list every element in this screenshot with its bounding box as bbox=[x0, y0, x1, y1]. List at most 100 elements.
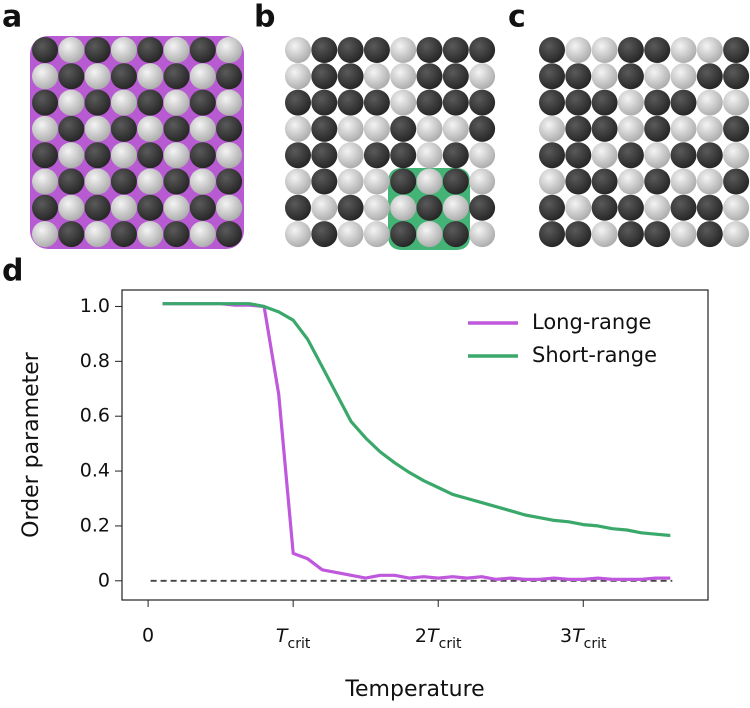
atom bbox=[137, 142, 164, 169]
atom bbox=[163, 63, 190, 90]
atom bbox=[84, 63, 111, 90]
atom bbox=[216, 63, 243, 90]
atom bbox=[58, 89, 85, 116]
atom bbox=[32, 89, 58, 116]
atom bbox=[189, 221, 216, 248]
atom bbox=[285, 115, 311, 142]
atom bbox=[285, 168, 311, 195]
atom bbox=[84, 142, 111, 169]
atom bbox=[469, 194, 496, 221]
atom bbox=[442, 63, 469, 90]
atom bbox=[363, 63, 390, 90]
atom bbox=[723, 142, 750, 169]
atom bbox=[644, 63, 671, 90]
atom bbox=[311, 115, 338, 142]
atom bbox=[337, 63, 364, 90]
x-axis-label: Temperature bbox=[344, 677, 484, 702]
atom bbox=[539, 63, 565, 90]
atom bbox=[216, 37, 243, 63]
panel-label: d bbox=[2, 254, 23, 289]
atom bbox=[469, 115, 496, 142]
atom bbox=[137, 194, 164, 221]
panel-label: a bbox=[2, 0, 22, 35]
atom bbox=[189, 89, 216, 116]
atom bbox=[442, 142, 469, 169]
atom bbox=[137, 115, 164, 142]
atom bbox=[84, 168, 111, 195]
atom bbox=[163, 89, 190, 116]
panel-label: c bbox=[508, 0, 526, 35]
atom bbox=[285, 37, 311, 63]
long-range-highlight bbox=[30, 36, 244, 249]
atom bbox=[416, 221, 443, 248]
atom bbox=[110, 37, 137, 63]
atom bbox=[469, 142, 496, 169]
atom bbox=[539, 37, 565, 63]
atom bbox=[32, 168, 58, 195]
atom bbox=[591, 142, 618, 169]
atom bbox=[84, 37, 111, 63]
atom bbox=[189, 168, 216, 195]
atom bbox=[390, 115, 417, 142]
atom bbox=[442, 194, 469, 221]
atom bbox=[110, 194, 137, 221]
atom bbox=[670, 168, 697, 195]
atom bbox=[311, 221, 338, 248]
atom bbox=[110, 221, 137, 248]
atom bbox=[58, 37, 85, 63]
atom bbox=[696, 115, 723, 142]
atom bbox=[539, 221, 565, 248]
atom bbox=[363, 89, 390, 116]
atom bbox=[670, 194, 697, 221]
x-tick-label: 3Tcrit bbox=[560, 625, 607, 653]
atom bbox=[337, 115, 364, 142]
atom bbox=[189, 115, 216, 142]
atom bbox=[670, 115, 697, 142]
atom bbox=[565, 168, 592, 195]
atom bbox=[723, 221, 750, 248]
atom bbox=[58, 168, 85, 195]
atom bbox=[644, 142, 671, 169]
atom bbox=[137, 37, 164, 63]
atom bbox=[337, 37, 364, 63]
atom bbox=[416, 89, 443, 116]
atom bbox=[311, 194, 338, 221]
atom bbox=[363, 115, 390, 142]
atom bbox=[416, 37, 443, 63]
atom bbox=[137, 168, 164, 195]
atom bbox=[163, 37, 190, 63]
atom bbox=[591, 63, 618, 90]
atom bbox=[617, 168, 644, 195]
atom bbox=[189, 37, 216, 63]
atom bbox=[670, 63, 697, 90]
atom bbox=[617, 89, 644, 116]
atom bbox=[363, 142, 390, 169]
atom bbox=[696, 194, 723, 221]
y-tick-label: 0 bbox=[98, 569, 110, 591]
atom bbox=[285, 221, 311, 248]
atom bbox=[617, 115, 644, 142]
atom bbox=[137, 89, 164, 116]
atom bbox=[189, 142, 216, 169]
atom bbox=[469, 63, 496, 90]
atom bbox=[644, 37, 671, 63]
y-tick-label: 0.6 bbox=[80, 405, 110, 427]
atom bbox=[363, 194, 390, 221]
atom bbox=[390, 168, 417, 195]
atom bbox=[644, 89, 671, 116]
atom bbox=[311, 63, 338, 90]
atom bbox=[390, 37, 417, 63]
atom bbox=[696, 37, 723, 63]
atom bbox=[723, 63, 750, 90]
x-tick-label: 2Tcrit bbox=[415, 625, 462, 653]
atom bbox=[110, 142, 137, 169]
atom bbox=[337, 221, 364, 248]
atom bbox=[58, 142, 85, 169]
atom bbox=[442, 89, 469, 116]
atom bbox=[469, 221, 496, 248]
plot-frame bbox=[121, 289, 709, 601]
atom bbox=[591, 194, 618, 221]
atom bbox=[469, 89, 496, 116]
atom bbox=[565, 115, 592, 142]
